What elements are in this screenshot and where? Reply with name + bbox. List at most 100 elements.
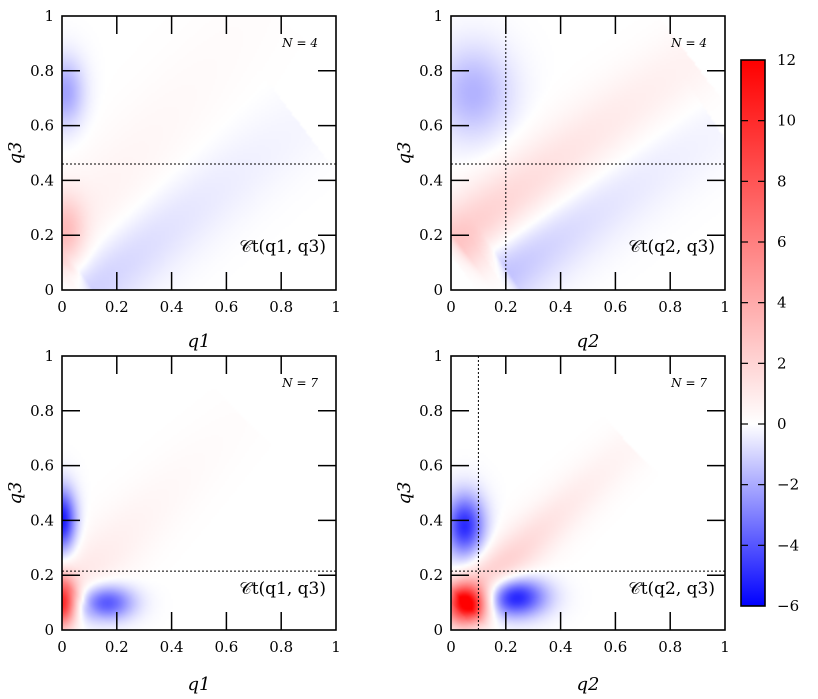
y-tick-label: 1	[44, 347, 54, 365]
x-tick-label: 1	[331, 298, 341, 316]
correlation-label: 𝒞t(q1, q3)	[239, 579, 326, 599]
y-tick-label: 0	[433, 621, 443, 639]
y-tick-label: 0.6	[419, 457, 443, 475]
panel-top-right: N = 4 𝒞t(q2, q3) 0 0.2 0.4 0.6 0.8 1 00.20.40…	[394, 7, 730, 352]
x-tick-label: 0	[446, 298, 456, 316]
plot-frame	[450, 15, 726, 291]
y-tick-label: 1	[44, 7, 54, 25]
y-tick-label: 0.2	[30, 566, 54, 584]
x-tick-label: 1	[720, 298, 730, 316]
y-tick-label: 1	[433, 347, 443, 365]
correlation-label: 𝒞t(q1, q3)	[239, 237, 326, 257]
y-axis-label: q3	[5, 142, 26, 165]
x-axis-label: q2	[577, 331, 600, 352]
x-axis-label: q2	[577, 674, 600, 695]
n-label: N = 7	[670, 376, 707, 390]
plot-frame	[61, 355, 337, 631]
x-tick-label: 0.2	[494, 298, 518, 316]
y-tick-label: 0	[44, 621, 54, 639]
x-axis-label: q1	[188, 674, 211, 695]
y-tick-labels: 0 0.2 0.4 0.6 0.8 1	[30, 7, 54, 299]
n-label: N = 4	[281, 36, 318, 50]
x-tick-label: 0.6	[214, 638, 238, 656]
y-tick-label: 0.2	[419, 566, 443, 584]
colorbar-tick-label: 12	[777, 51, 796, 69]
colorbar-ticks: 12 10 8 6 4 2 0 −2 −4 −6	[741, 51, 799, 615]
colorbar-tick-label: 2	[777, 354, 787, 372]
x-tick-label: 0.8	[269, 298, 293, 316]
x-tick-label: 0.2	[494, 638, 518, 656]
y-tick-label: 0.8	[419, 402, 443, 420]
panel-bottom-left: N = 7 𝒞t(q1, q3) 0 0.2 0.4 0.6 0.8 1 0 0.2 0.4 0…	[5, 347, 341, 695]
y-tick-label: 0.4	[30, 171, 54, 189]
x-tick-label: 0.2	[105, 298, 129, 316]
y-tick-label: 0.2	[419, 226, 443, 244]
guide-lines	[451, 16, 725, 290]
colorbar-tick-label: 6	[777, 233, 787, 251]
heatmap-image	[62, 356, 336, 630]
x-tick-label: 0.4	[549, 298, 573, 316]
y-tick-label: 0.6	[30, 117, 54, 135]
y-tick-label: 0.6	[30, 457, 54, 475]
tick-marks	[451, 16, 725, 290]
y-tick-label: 0	[44, 281, 54, 299]
colorbar-tick-label: −6	[777, 597, 799, 615]
panel-bottom-right: N = 7 𝒞t(q2, q3) 0 0.2 0.4 0.6 0.8 1 00.20.40…	[394, 347, 730, 695]
colorbar-tick-label: 4	[777, 294, 787, 312]
y-tick-labels: 0 0.2 0.4 0.6 0.8 1	[30, 347, 54, 639]
plot-frame	[61, 15, 337, 291]
x-tick-label: 0.6	[603, 638, 627, 656]
heatmap-image	[451, 16, 725, 290]
n-label: N = 7	[281, 376, 318, 390]
y-tick-label: 0.6	[419, 117, 443, 135]
panel-top-left: N = 4 𝒞t(q1, q3) 0 0.2 0.4 0.6 0.8 1 00.20.40…	[5, 7, 341, 352]
x-tick-label: 0.8	[658, 638, 682, 656]
y-tick-label: 0.2	[30, 226, 54, 244]
n-label: N = 4	[670, 36, 707, 50]
y-tick-label: 0.4	[419, 171, 443, 189]
colorbar-tick-label: 10	[777, 112, 796, 130]
tick-marks	[62, 16, 336, 290]
tick-marks	[62, 356, 336, 630]
x-tick-labels: 0 0.2 0.4 0.6 0.8 1	[446, 298, 730, 316]
y-tick-label: 0.4	[419, 511, 443, 529]
correlation-label: 𝒞t(q2, q3)	[628, 237, 715, 257]
x-axis-label: q1	[188, 331, 211, 352]
y-tick-label: 0.8	[30, 62, 54, 80]
x-tick-label: 0	[57, 298, 67, 316]
heatmap-image	[62, 16, 336, 290]
x-tick-label: 0.6	[214, 298, 238, 316]
colorbar-tick-label: 8	[777, 172, 787, 190]
x-tick-label: 0.4	[160, 298, 184, 316]
colorbar: 12 10 8 6 4 2 0 −2 −4 −6	[740, 51, 799, 615]
x-tick-label: 1	[720, 638, 730, 656]
colorbar-gradient	[741, 60, 765, 606]
colorbar-tick-label: −2	[777, 476, 799, 494]
x-tick-labels: 0 0.2 0.4 0.6 0.8 1	[446, 638, 730, 656]
colorbar-tick-label: 0	[777, 415, 787, 433]
y-tick-label: 0	[433, 281, 443, 299]
tick-marks	[451, 356, 725, 630]
y-tick-label: 0.8	[30, 402, 54, 420]
y-tick-labels: 0 0.2 0.4 0.6 0.8 1	[419, 347, 443, 639]
y-axis-label: q3	[5, 482, 26, 505]
x-tick-label: 0.4	[549, 638, 573, 656]
y-tick-label: 0.8	[419, 62, 443, 80]
x-tick-labels: 0 0.2 0.4 0.6 0.8 1	[57, 638, 341, 656]
guide-lines	[451, 356, 725, 630]
x-tick-label: 0.6	[603, 298, 627, 316]
plot-frame	[450, 355, 726, 631]
x-tick-labels: 0 0.2 0.4 0.6 0.8 1	[57, 298, 341, 316]
x-tick-label: 0	[57, 638, 67, 656]
colorbar-tick-label: −4	[777, 536, 799, 554]
y-tick-label: 1	[433, 7, 443, 25]
y-tick-labels: 0 0.2 0.4 0.6 0.8 1	[419, 7, 443, 299]
correlation-label: 𝒞t(q2, q3)	[628, 579, 715, 599]
y-axis-label: q3	[394, 142, 415, 165]
x-tick-label: 0	[446, 638, 456, 656]
x-tick-label: 0.8	[269, 638, 293, 656]
x-tick-label: 1	[331, 638, 341, 656]
x-tick-label: 0.2	[105, 638, 129, 656]
x-tick-label: 0.4	[160, 638, 184, 656]
